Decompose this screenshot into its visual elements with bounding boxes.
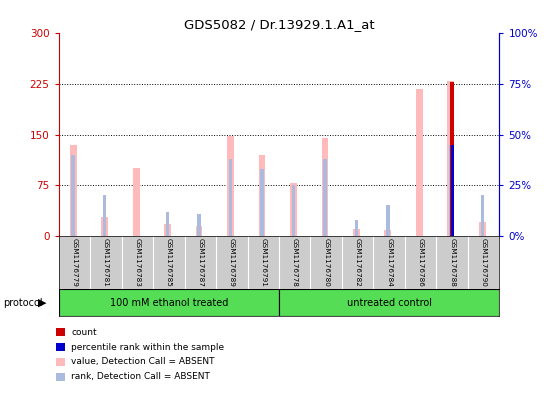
Bar [448, 81, 454, 236]
Text: GSM1176789: GSM1176789 [229, 239, 235, 287]
Text: 100 mM ethanol treated: 100 mM ethanol treated [109, 298, 228, 308]
Bar [324, 159, 326, 236]
Bar [70, 145, 76, 236]
Text: GSM1176785: GSM1176785 [166, 239, 172, 287]
Text: ▶: ▶ [38, 298, 46, 308]
Bar [133, 168, 140, 236]
Bar [101, 217, 108, 236]
Title: GDS5082 / Dr.13929.1.A1_at: GDS5082 / Dr.13929.1.A1_at [184, 18, 374, 31]
Bar [450, 82, 454, 236]
Text: GSM1176780: GSM1176780 [323, 239, 329, 287]
Bar [353, 229, 360, 236]
Bar [166, 211, 169, 236]
Bar [384, 230, 391, 236]
Bar [321, 138, 329, 236]
Text: rank, Detection Call = ABSENT: rank, Detection Call = ABSENT [71, 373, 210, 381]
Bar [258, 155, 266, 236]
Text: GSM1176778: GSM1176778 [292, 239, 298, 287]
Text: GSM1176783: GSM1176783 [134, 239, 140, 287]
Bar [449, 145, 453, 236]
Bar [195, 226, 203, 236]
Bar [279, 289, 499, 316]
Text: GSM1176782: GSM1176782 [355, 239, 360, 287]
Text: GSM1176784: GSM1176784 [386, 239, 392, 287]
Bar [59, 289, 279, 316]
Bar [290, 183, 297, 236]
Text: GSM1176790: GSM1176790 [480, 239, 487, 287]
Bar [386, 206, 389, 236]
Bar [451, 145, 454, 236]
Bar [103, 195, 106, 236]
Bar [71, 155, 75, 236]
Text: count: count [71, 328, 97, 336]
Text: GSM1176791: GSM1176791 [260, 239, 266, 287]
Text: protocol: protocol [3, 298, 42, 308]
Text: GSM1176786: GSM1176786 [418, 239, 424, 287]
Text: GSM1176787: GSM1176787 [198, 239, 203, 287]
Bar [227, 136, 234, 236]
Bar [416, 89, 423, 236]
Bar [164, 224, 171, 236]
Bar [479, 222, 486, 236]
Bar [198, 213, 200, 236]
Text: value, Detection Call = ABSENT: value, Detection Call = ABSENT [71, 358, 215, 366]
Text: GSM1176788: GSM1176788 [449, 239, 455, 287]
Text: untreated control: untreated control [347, 298, 432, 308]
Bar [261, 169, 263, 236]
Bar [481, 195, 484, 236]
Bar [355, 220, 358, 236]
Bar [292, 185, 295, 236]
Text: percentile rank within the sample: percentile rank within the sample [71, 343, 224, 351]
Text: GSM1176781: GSM1176781 [103, 239, 109, 287]
Text: GSM1176779: GSM1176779 [71, 239, 78, 287]
Bar [229, 159, 232, 236]
